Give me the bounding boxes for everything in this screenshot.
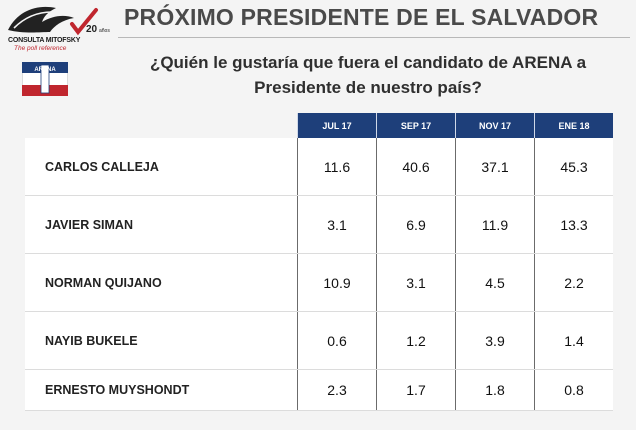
results-table: JUL 17 SEP 17 NOV 17 ENE 18 CARLOS CALLE… bbox=[25, 113, 613, 411]
page-title: PRÓXIMO PRESIDENTE DE EL SALVADOR bbox=[124, 4, 599, 30]
value-cell: 6.9 bbox=[376, 195, 456, 254]
survey-question: ¿Quién le gustaría que fuera el candidat… bbox=[108, 50, 628, 100]
value-cell: 11.9 bbox=[455, 195, 535, 254]
value-cell: 37.1 bbox=[455, 138, 535, 196]
table-header-row: JUL 17 SEP 17 NOV 17 ENE 18 bbox=[25, 113, 613, 138]
value-cell: 40.6 bbox=[376, 138, 456, 196]
question-line-1: ¿Quién le gustaría que fuera el candidat… bbox=[149, 53, 587, 72]
column-header: NOV 17 bbox=[455, 113, 535, 138]
table-row: ERNESTO MUYSHONDT 2.3 1.7 1.8 0.8 bbox=[25, 369, 613, 411]
value-cell: 0.8 bbox=[534, 369, 613, 411]
candidate-name: CARLOS CALLEJA bbox=[25, 138, 298, 196]
value-cell: 3.1 bbox=[297, 195, 377, 254]
arena-flag-icon: ARENA bbox=[22, 62, 68, 96]
title-divider bbox=[118, 37, 630, 38]
value-cell: 1.4 bbox=[534, 311, 613, 370]
value-cell: 0.6 bbox=[297, 311, 377, 370]
svg-text:años: años bbox=[99, 28, 110, 34]
value-cell: 2.3 bbox=[297, 369, 377, 411]
value-cell: 10.9 bbox=[297, 253, 377, 312]
candidate-name: JAVIER SIMAN bbox=[25, 195, 298, 254]
table-row: NORMAN QUIJANO 10.9 3.1 4.5 2.2 bbox=[25, 253, 613, 312]
table-row: JAVIER SIMAN 3.1 6.9 11.9 13.3 bbox=[25, 195, 613, 254]
mitofsky-bird-icon: 20 años bbox=[8, 6, 110, 36]
value-cell: 45.3 bbox=[534, 138, 613, 196]
column-header: ENE 18 bbox=[534, 113, 613, 138]
svg-text:20: 20 bbox=[86, 24, 98, 35]
logo-name: CONSULTA MITOFSKY bbox=[8, 37, 81, 44]
header-blank-cell bbox=[25, 113, 298, 138]
logo-tagline: The poll reference bbox=[14, 45, 67, 52]
candidate-name: ERNESTO MUYSHONDT bbox=[25, 369, 298, 411]
table-row: CARLOS CALLEJA 11.6 40.6 37.1 45.3 bbox=[25, 138, 613, 196]
flag-label: ARENA bbox=[34, 67, 56, 73]
value-cell: 1.2 bbox=[376, 311, 456, 370]
consulta-mitofsky-logo: 20 años CONSULTA MITOFSKY The poll refer… bbox=[4, 2, 112, 52]
column-header: SEP 17 bbox=[376, 113, 456, 138]
value-cell: 13.3 bbox=[534, 195, 613, 254]
candidate-name: NORMAN QUIJANO bbox=[25, 253, 298, 312]
value-cell: 3.1 bbox=[376, 253, 456, 312]
value-cell: 1.7 bbox=[376, 369, 456, 411]
column-header: JUL 17 bbox=[297, 113, 377, 138]
table-row: NAYIB BUKELE 0.6 1.2 3.9 1.4 bbox=[25, 311, 613, 370]
candidate-name: NAYIB BUKELE bbox=[25, 311, 298, 370]
value-cell: 4.5 bbox=[455, 253, 535, 312]
value-cell: 11.6 bbox=[297, 138, 377, 196]
value-cell: 1.8 bbox=[455, 369, 535, 411]
value-cell: 3.9 bbox=[455, 311, 535, 370]
value-cell: 2.2 bbox=[534, 253, 613, 312]
question-line-2: Presidente de nuestro país? bbox=[254, 78, 482, 97]
